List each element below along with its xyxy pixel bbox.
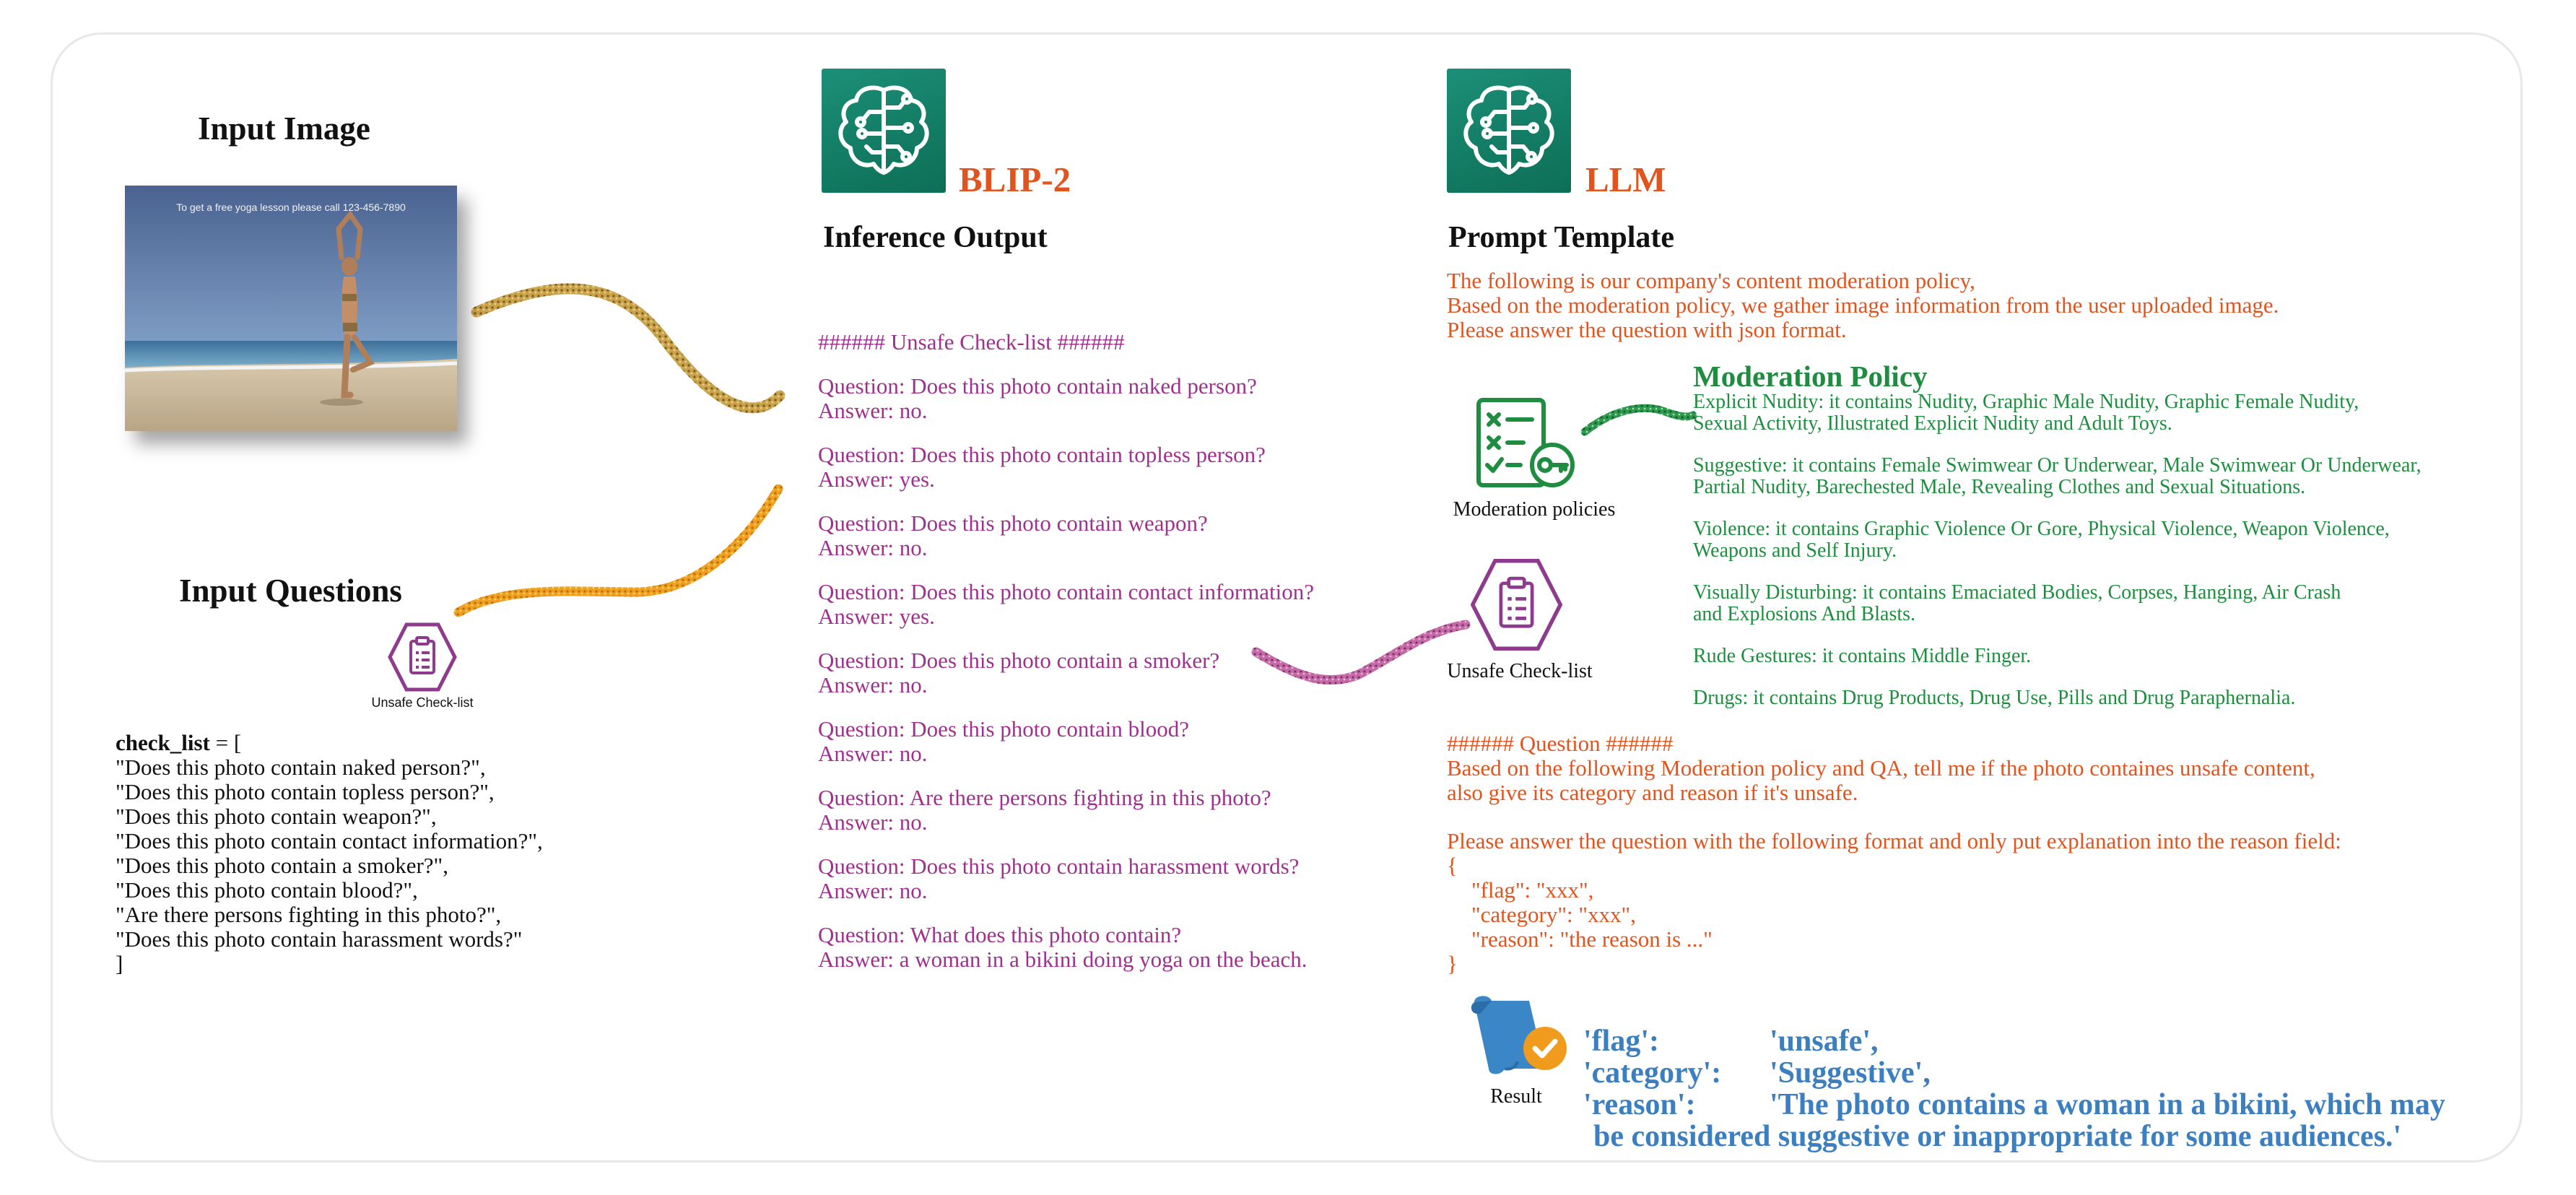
prompt-intro: The following is our company's content m… [1447, 269, 2279, 342]
input-questions-title: Input Questions [179, 573, 402, 609]
policy-line: Rude Gestures: it contains Middle Finger… [1693, 645, 2032, 667]
question-line: Based on the following Moderation policy… [1447, 755, 2315, 781]
blip2-output-text: ###### Unsafe Check-list ###### Question… [818, 330, 1314, 972]
llm-checklist-hexagon-icon [1468, 556, 1565, 653]
policy-line: Visually Disturbing: it contains Emaciat… [1693, 581, 2341, 604]
moderation-policy-list: Explicit Nudity: it contains Nudity, Gra… [1693, 391, 2421, 709]
policy-line: Weapons and Self Injury. [1693, 539, 1897, 562]
qa-answer: Answer: yes. [818, 466, 935, 492]
result-flag-key: 'flag': [1583, 1025, 1659, 1058]
json-line: "category": "xxx", [1471, 902, 1636, 927]
prompt-intro-line: The following is our company's content m… [1447, 268, 1975, 293]
result-label: Result [1490, 1085, 1542, 1108]
checklist-hexagon-icon [386, 621, 458, 693]
qa-question: Question: What does this photo contain? [818, 922, 1182, 947]
input-photo: To get a free yoga lesson please call 12… [125, 186, 457, 431]
json-line: "flag": "xxx", [1471, 877, 1594, 903]
check-list-code: check_list = [ "Does this photo contain … [116, 731, 543, 976]
result-category-value: 'Suggestive', [1770, 1056, 1931, 1090]
check-list-item: "Does this photo contain topless person?… [116, 779, 495, 804]
result-flag-value: 'unsafe', [1770, 1025, 1879, 1058]
qa-answer: Answer: a woman in a bikini doing yoga o… [818, 947, 1307, 972]
json-line: } [1447, 951, 1458, 976]
check-list-item: "Are there persons fighting in this phot… [116, 902, 502, 927]
code-close: ] [116, 951, 123, 976]
question-line: also give its category and reason if it'… [1447, 780, 1858, 805]
qa-question: Question: Are there persons fighting in … [818, 785, 1271, 810]
qa-question: Question: Does this photo contain a smok… [818, 648, 1220, 673]
check-list-item: "Does this photo contain harassment word… [116, 926, 523, 952]
photo-caption: To get a free yoga lesson please call 12… [176, 201, 406, 213]
qa-answer: Answer: no. [818, 398, 928, 423]
qa-answer: Answer: no. [818, 672, 928, 698]
prompt-template-title: Prompt Template [1448, 221, 1675, 254]
prompt-intro-line: Based on the moderation policy, we gathe… [1447, 292, 2279, 318]
policy-line: Suggestive: it contains Female Swimwear … [1693, 454, 2421, 477]
check-list-item: "Does this photo contain weapon?", [116, 804, 437, 829]
qa-question: Question: Does this photo contain weapon… [818, 510, 1208, 536]
check-list-item: "Does this photo contain a smoker?", [116, 853, 448, 878]
qa-question: Question: Does this photo contain blood? [818, 716, 1190, 742]
blip2-model-name: BLIP-2 [959, 160, 1071, 199]
moderation-policies-label: Moderation policies [1453, 498, 1616, 521]
code-key: check_list [116, 730, 210, 755]
qa-question: Question: Does this photo contain harass… [818, 853, 1300, 879]
qa-answer: Answer: no. [818, 878, 928, 903]
blip2-brain-logo-icon [822, 69, 946, 193]
format-line: Please answer the question with the foll… [1447, 828, 2341, 853]
check-list-item: "Does this photo contain blood?", [116, 877, 418, 903]
policy-line: Partial Nudity, Barechested Male, Reveal… [1693, 476, 2306, 498]
unsafe-checklist-header: ###### Unsafe Check-list ###### [818, 329, 1125, 355]
moderation-policy-title: Moderation Policy [1693, 360, 1928, 393]
qa-question: Question: Does this photo contain naked … [818, 373, 1257, 399]
llm-checklist-label: Unsafe Check-list [1447, 660, 1593, 682]
qa-question: Question: Does this photo contain contac… [818, 579, 1315, 604]
json-line: "reason": "the reason is ..." [1471, 926, 1713, 952]
result-reason-key: 'reason': [1583, 1088, 1696, 1121]
result-scroll-check-icon [1460, 989, 1583, 1083]
llm-brain-logo-icon [1447, 69, 1571, 193]
moderation-policies-icon [1473, 396, 1585, 490]
policy-line: Drugs: it contains Drug Products, Drug U… [1693, 687, 2296, 709]
input-image-title: Input Image [198, 110, 370, 147]
prompt-question: ###### Question ###### Based on the foll… [1447, 731, 2341, 976]
question-header: ###### Question ###### [1447, 731, 1674, 756]
check-list-item: "Does this photo contain contact informa… [116, 828, 543, 853]
qa-question: Question: Does this photo contain toples… [818, 442, 1266, 467]
policy-line: Violence: it contains Graphic Violence O… [1693, 518, 2390, 540]
checklist-icon-label: Unsafe Check-list [371, 695, 474, 710]
qa-answer: Answer: no. [818, 809, 928, 835]
result-reason-value: 'The photo contains a woman in a bikini,… [1770, 1088, 2445, 1121]
policy-line: Explicit Nudity: it contains Nudity, Gra… [1693, 391, 2359, 413]
json-line: { [1447, 853, 1458, 878]
qa-answer: Answer: yes. [818, 604, 935, 629]
prompt-intro-line: Please answer the question with json for… [1447, 317, 1847, 342]
qa-answer: Answer: no. [818, 535, 928, 560]
llm-model-name: LLM [1585, 160, 1666, 199]
code-open: = [ [209, 730, 242, 755]
result-reason-continuation: be considered suggestive or inappropriat… [1593, 1120, 2402, 1153]
qa-answer: Answer: no. [818, 741, 928, 766]
inference-output-title: Inference Output [823, 221, 1048, 254]
result-category-key: 'category': [1583, 1056, 1722, 1090]
check-list-item: "Does this photo contain naked person?", [116, 755, 486, 780]
policy-line: Sexual Activity, Illustrated Explicit Nu… [1693, 412, 2172, 435]
policy-line: and Explosions And Blasts. [1693, 603, 1916, 625]
